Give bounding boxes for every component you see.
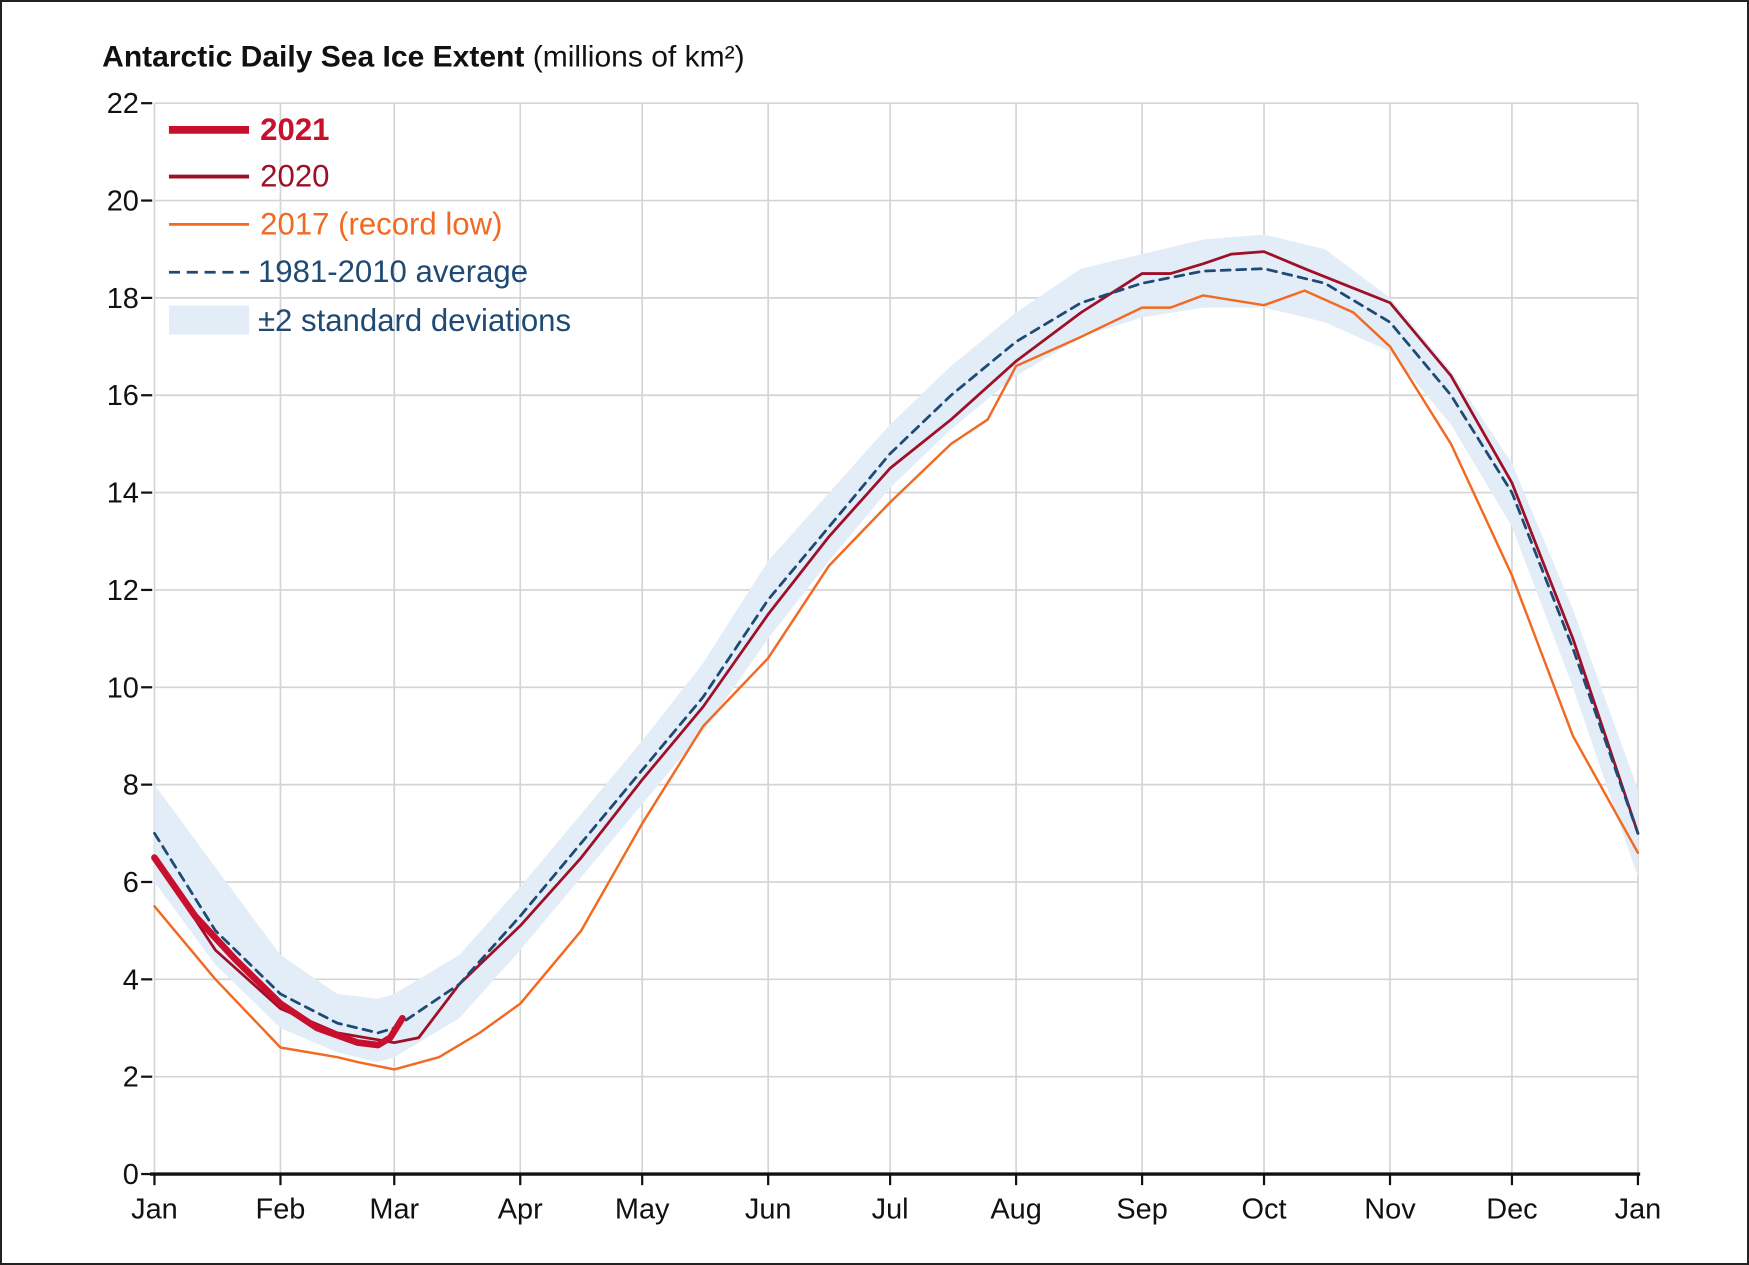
legend-label-2021: 2021 [260,112,329,147]
series-line-average [153,267,1640,1035]
x-tick-label-feb: Feb [256,1194,306,1226]
x-tick-label-may: May [615,1194,670,1226]
legend-label-2017: 2017 (record low) [260,206,502,241]
x-tick-label-apr: Apr [498,1194,543,1226]
std-deviation-band [154,234,1638,1063]
legend-label-band: ±2 standard deviations [258,303,571,338]
x-tick-label-nov: Nov [1364,1194,1416,1226]
y-tick-label: 16 [107,380,139,412]
y-tick-label: 8 [123,770,139,802]
x-tick-label-aug: Aug [990,1194,1041,1226]
y-tick-label: 22 [107,88,139,120]
y-tick-label: 2 [123,1062,139,1094]
legend: 2021 2020 2017 (record low) 1981-2010 av… [168,112,571,338]
series-line-s2021 [151,854,406,1049]
y-tick-label: 0 [123,1159,139,1191]
x-tick-label-mar: Mar [369,1194,419,1226]
y-tick-label: 18 [107,283,139,315]
x-tick-label-oct: Oct [1242,1194,1287,1226]
y-tick-label: 4 [123,964,139,996]
y-tick-label: 6 [123,867,139,899]
axes: 0 2 4 6 8 10 12 14 16 18 20 22 Jan Feb Mar Apr May Jun Jul… [107,88,1662,1225]
y-tick-label: 20 [107,186,139,218]
y-tick-label: 14 [107,478,139,510]
series-line-s2017 [153,289,1640,1071]
title-unit: (millions of km²) [533,41,745,74]
x-tick-label-jun: Jun [745,1194,792,1226]
chart-title: Antarctic Daily Sea Ice Extent (millions… [102,41,744,74]
legend-label-2020: 2020 [260,159,329,194]
series-line-s2020 [153,250,1640,1045]
data-marks [151,234,1640,1071]
x-tick-label-jul: Jul [872,1194,909,1226]
x-tick-label-jan: Jan [131,1194,178,1226]
title-main: Antarctic Daily Sea Ice Extent [102,41,524,74]
x-tick-label-jan: Jan [1615,1194,1662,1226]
y-tick-label: 12 [107,575,139,607]
x-tick-label-sep: Sep [1116,1194,1167,1226]
legend-swatch-band [168,305,250,335]
x-tick-label-dec: Dec [1486,1194,1537,1226]
y-tick-label: 10 [107,672,139,704]
legend-label-average: 1981-2010 average [258,254,528,289]
